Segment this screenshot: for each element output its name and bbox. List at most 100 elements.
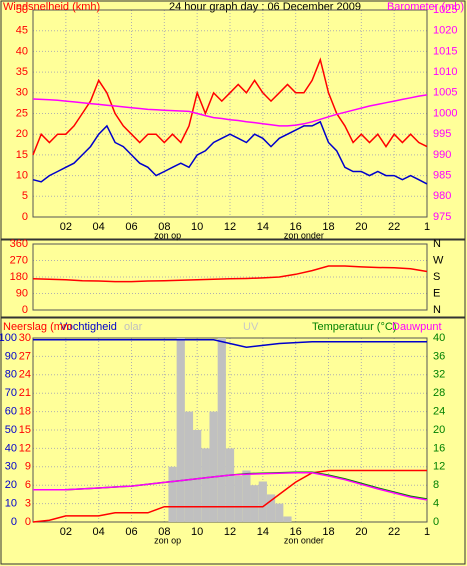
y-tick-label: 20 [16,128,28,140]
y-tick-label: 5 [22,190,28,202]
y3-tick-label: 27 [19,350,31,362]
y-tick-label: 270 [10,254,28,266]
x-tick-label: 10 [191,526,203,538]
y2-tick-label: 8 [433,479,439,491]
y3-tick-label: 18 [19,406,31,418]
x-tick-label: 02 [60,526,72,538]
x-tick-label: 12 [224,221,236,233]
solar-bar [217,338,226,522]
solar-bar [283,516,292,522]
annotation: zon op [154,535,181,545]
x-tick-label: 04 [93,526,105,538]
x-tick-label: 08 [158,221,170,233]
y-tick-label: 30 [16,87,28,99]
legend-label: olar [124,321,143,333]
panel-frame [0,239,466,318]
solar-bar [193,430,202,522]
y-tick-label: 30 [5,461,17,473]
series-line [32,265,428,283]
solar-bar [242,470,251,522]
series-line [33,472,428,501]
y2-tick-label: 1000 [433,107,457,119]
x-tick-label: 1 [424,526,430,538]
x-tick-label: 10 [191,221,203,233]
x-tick-label: 02 [60,221,72,233]
y3-tick-label: 0 [25,516,31,528]
x-tick-label: 14 [257,526,269,538]
solar-bar [201,448,210,522]
y3-tick-label: 6 [25,479,31,491]
annotation: zon onder [284,535,324,545]
y2-tick-label: 1010 [433,66,457,78]
y-tick-label: 0 [11,516,17,528]
y-tick-label: 40 [16,45,28,57]
panel-frame [0,0,466,240]
y-tick-label: 50 [16,4,28,16]
y2-tick-label: 1005 [433,87,457,99]
solar-bar [266,494,276,522]
x-tick-label: 06 [125,526,137,538]
y-tick-label: 10 [16,170,28,182]
x-tick-label: 16 [290,526,302,538]
x-tick-label: 22 [388,526,400,538]
series-line [33,339,427,348]
y3-tick-label: 30 [19,332,31,344]
uv-label: UV [243,321,259,333]
annotation: zon onder [284,230,324,240]
x-tick-label: 22 [388,221,400,233]
series-line [32,120,428,185]
panel-frame [0,317,466,565]
legend-label: Barometer (mb) [387,1,464,13]
solar-bar [275,503,284,522]
y-tick-label: 15 [16,149,28,161]
y2-tick-label: 1025 [433,4,457,16]
y2-tick-label: 28 [433,387,445,399]
y-tick-label: 0 [22,211,28,223]
y2-tick-label: W [433,254,444,266]
y2-tick-label: 4 [433,498,439,510]
series-line [32,57,428,156]
x-tick-label: 14 [257,221,269,233]
y2-tick-label: E [433,287,440,299]
solar-bar [250,485,259,522]
solar-bar [225,448,235,522]
y2-tick-label: 980 [433,190,451,202]
solar-bar [258,481,267,522]
y3-tick-label: 3 [25,498,31,510]
series-line [32,469,427,523]
x-tick-label: 18 [322,526,334,538]
solar-bar [176,338,185,522]
legend-label: Vochtigheid [60,321,117,333]
y-tick-label: 35 [16,66,28,78]
y2-tick-label: 0 [433,516,439,528]
y2-tick-label: 975 [433,211,451,223]
y-tick-label: 10 [5,498,17,510]
y-tick-label: 0 [22,304,28,316]
y-tick-label: 60 [5,406,17,418]
x-tick-label: 16 [290,221,302,233]
x-tick-label: 1 [424,221,430,233]
y2-tick-label: 990 [433,149,451,161]
y-tick-label: 100 [0,332,17,344]
y-tick-label: 40 [5,442,17,454]
x-tick-label: 04 [93,221,105,233]
y2-tick-label: 995 [433,128,451,140]
y2-tick-label: 16 [433,442,445,454]
y-tick-label: 45 [16,25,28,37]
y2-tick-label: N [433,238,441,250]
y-tick-label: 90 [16,287,28,299]
y2-tick-label: 32 [433,369,445,381]
y2-tick-label: S [433,271,440,283]
y-tick-label: 180 [10,271,28,283]
x-tick-label: 20 [355,221,367,233]
y-tick-label: 80 [5,369,17,381]
y2-tick-label: 985 [433,170,451,182]
legend-label: Dauwpunt [392,321,442,333]
solar-bar [234,476,243,522]
chart-title: 24 hour graph day : 06 December 2009 [169,1,361,13]
y-tick-label: 50 [5,424,17,436]
y2-tick-label: 36 [433,350,445,362]
x-tick-label: 12 [224,526,236,538]
y2-tick-label: 1020 [433,25,457,37]
